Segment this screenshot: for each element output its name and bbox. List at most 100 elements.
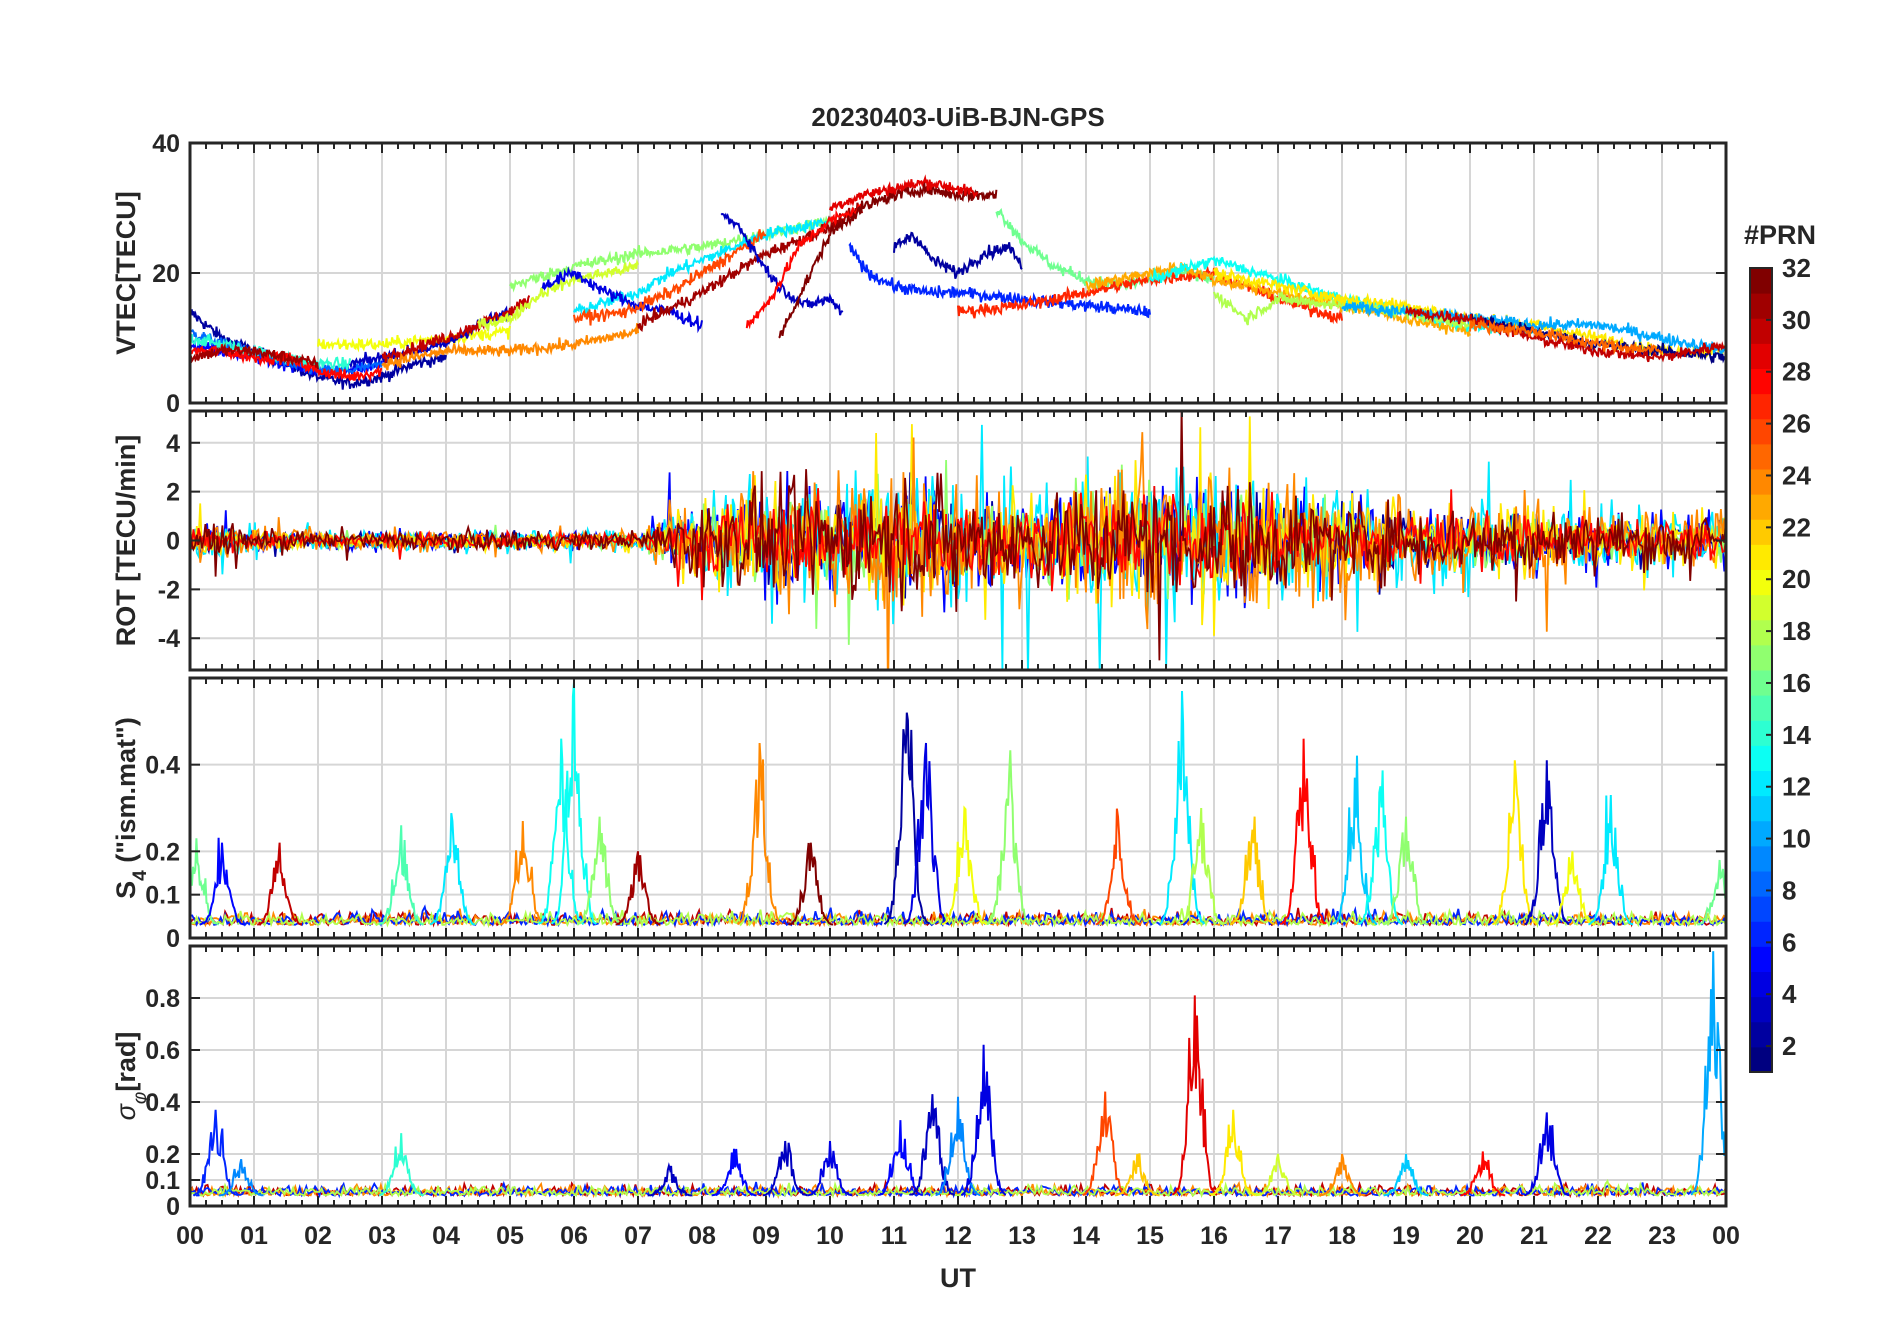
colorbar-segment bbox=[1750, 544, 1772, 570]
colorbar-segment bbox=[1750, 1046, 1772, 1073]
peak-series-prn-15 bbox=[378, 825, 424, 926]
vtec-series-prn-31 bbox=[637, 202, 863, 332]
colorbar-segment bbox=[1750, 670, 1772, 696]
x-tick-label: 14 bbox=[1072, 1222, 1100, 1250]
peak-series-prn-24 bbox=[737, 742, 783, 925]
colorbar-segment bbox=[1750, 418, 1772, 445]
peak-series-prn-13 bbox=[1357, 770, 1404, 926]
peak-series-prn-24 bbox=[1319, 1153, 1365, 1197]
colorbar-tick-label: 16 bbox=[1782, 668, 1811, 698]
peak-series-prn-11 bbox=[1383, 1153, 1429, 1197]
peak-series-prn-13 bbox=[537, 738, 585, 926]
peak-series-prn-28 bbox=[1280, 738, 1327, 925]
colorbar-segment bbox=[1750, 1021, 1772, 1048]
x-tick-label: 05 bbox=[496, 1222, 524, 1250]
colorbar-segment bbox=[1750, 469, 1772, 495]
peak-series-prn-11 bbox=[1332, 755, 1378, 926]
y-tick-label: 0.1 bbox=[145, 882, 180, 910]
x-tick-label: 00 bbox=[176, 1222, 204, 1250]
peak-series-prn-4 bbox=[902, 742, 950, 925]
peak-series-prn-3 bbox=[1524, 760, 1570, 926]
x-tick-label: 02 bbox=[304, 1222, 332, 1250]
rot-series-prn-32 bbox=[190, 411, 1726, 661]
y-tick-label: 4 bbox=[166, 430, 180, 458]
peak-series-prn-5 bbox=[199, 837, 245, 926]
peak-series-prn-10 bbox=[1690, 951, 1726, 1196]
peak-series-prn-28 bbox=[1460, 1151, 1506, 1197]
vtec-series-prn-4 bbox=[541, 266, 703, 334]
colorbar-segment bbox=[1750, 795, 1772, 822]
colorbar-segment bbox=[1750, 644, 1772, 671]
colorbar-segment bbox=[1750, 695, 1772, 721]
colorbar-segment bbox=[1750, 871, 1772, 897]
colorbar-segment bbox=[1750, 268, 1772, 294]
peak-series-prn-4 bbox=[960, 1044, 1007, 1196]
peak-series-prn-24 bbox=[500, 820, 546, 926]
x-tick-label: 16 bbox=[1200, 1222, 1228, 1250]
y-tick-label: 0 bbox=[166, 528, 180, 556]
peak-series-prn-29 bbox=[1171, 995, 1218, 1196]
x-tick-label: 12 bbox=[944, 1222, 972, 1250]
peak-series-prn-30 bbox=[257, 842, 302, 926]
colorbar-segment bbox=[1750, 293, 1772, 319]
x-tick-label: 19 bbox=[1392, 1222, 1420, 1250]
s4-panel: 0 0.1 0.2 0.4S4 ("ism.mat") bbox=[111, 676, 1728, 953]
y-tick-label: 0.4 bbox=[145, 1089, 180, 1117]
peak-series-prn-19 bbox=[1255, 1153, 1301, 1197]
colorbar-frame bbox=[1749, 267, 1773, 1073]
peak-series-prn-3 bbox=[909, 1094, 956, 1196]
colorbar-segment bbox=[1750, 494, 1772, 520]
colorbar-segment bbox=[1750, 318, 1772, 344]
peak-series-prn-3 bbox=[762, 1140, 808, 1197]
vtec-series-prn-6 bbox=[848, 241, 1151, 319]
x-axis-label: UT bbox=[940, 1263, 976, 1293]
peak-series-prn-21 bbox=[1210, 1109, 1256, 1197]
x-tick-label: 04 bbox=[432, 1222, 460, 1250]
y-axis-label: S4 ("ism.mat") bbox=[111, 717, 151, 899]
y-tick-label: 0 bbox=[166, 390, 180, 418]
plot-area bbox=[190, 951, 1726, 1199]
plot-area bbox=[190, 411, 1726, 670]
colorbar-segment bbox=[1750, 619, 1772, 646]
peak-series-prn-20 bbox=[941, 805, 988, 926]
peak-series-prn-12 bbox=[429, 812, 476, 926]
y-tick-label: 0 bbox=[166, 1193, 180, 1221]
y-tick-label: -4 bbox=[158, 625, 180, 653]
peak-series-prn-32 bbox=[787, 842, 834, 926]
peak-series-prn-21 bbox=[1492, 760, 1538, 926]
peak-series-prn-20 bbox=[1549, 851, 1596, 926]
vtec-series-prn-31 bbox=[190, 342, 319, 370]
peak-series-prn-17 bbox=[576, 816, 623, 926]
colorbar-tick-label: 22 bbox=[1782, 512, 1811, 542]
y-tick-label: 0 bbox=[166, 925, 180, 953]
y-tick-label: 20 bbox=[152, 260, 180, 288]
colorbar-tick-label: 4 bbox=[1782, 979, 1797, 1009]
colorbar-tick-label: 32 bbox=[1782, 253, 1811, 283]
colorbar-segment bbox=[1750, 569, 1772, 596]
colorbar-segment bbox=[1750, 770, 1772, 797]
colorbar-segment bbox=[1750, 845, 1772, 872]
peak-series-prn-26 bbox=[1082, 1091, 1129, 1197]
y-tick-label: 0.1 bbox=[145, 1167, 180, 1195]
colorbar-tick-label: 28 bbox=[1782, 357, 1811, 387]
colorbar-segment bbox=[1750, 971, 1772, 998]
peak-series-prn-4 bbox=[807, 1140, 853, 1197]
colorbar-tick-label: 8 bbox=[1782, 875, 1796, 905]
colorbar-segment bbox=[1750, 921, 1772, 947]
colorbar-segment bbox=[1750, 996, 1772, 1023]
y-tick-label: 0.6 bbox=[145, 1037, 180, 1065]
peak-series-prn-16 bbox=[1696, 859, 1726, 926]
x-tick-label: 07 bbox=[624, 1222, 652, 1250]
axes-frame bbox=[188, 676, 1728, 940]
vtec-series-prn-20 bbox=[317, 325, 511, 353]
colorbar-segment bbox=[1750, 343, 1772, 369]
vtec-series-prn-24 bbox=[381, 323, 639, 371]
y-tick-label: 0.4 bbox=[145, 752, 180, 780]
x-tick-label: 18 bbox=[1328, 1222, 1356, 1250]
x-tick-label: 06 bbox=[560, 1222, 588, 1250]
x-tick-label: 22 bbox=[1584, 1222, 1612, 1250]
peak-series-prn-5 bbox=[711, 1148, 757, 1197]
y-tick-label: 0.2 bbox=[145, 1141, 180, 1169]
